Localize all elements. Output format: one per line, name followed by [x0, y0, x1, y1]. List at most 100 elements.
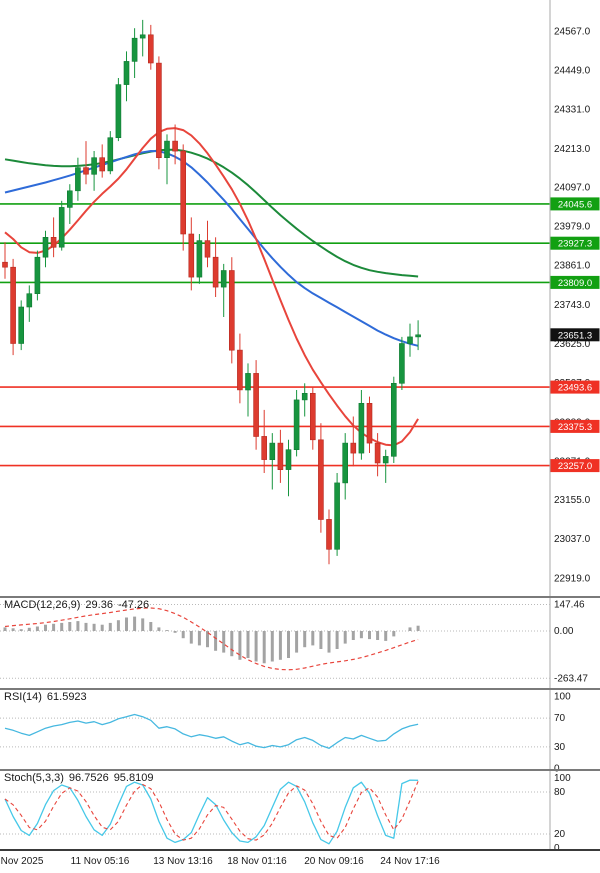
candle-body — [26, 293, 33, 308]
candle-body — [180, 150, 186, 235]
level-tag-support: 23257.0 — [558, 461, 592, 472]
rsi-line — [4, 713, 419, 749]
stoch-tick: 0 — [554, 843, 560, 854]
candle-body — [399, 343, 405, 384]
candle-body — [229, 270, 235, 351]
rsi-label: RSI(14) 61.5923 — [4, 691, 92, 703]
candle-body — [107, 137, 114, 172]
macd-signal-value: -47.26 — [117, 599, 150, 611]
candle-body — [75, 167, 81, 192]
candle-body — [42, 237, 49, 258]
macd-label: MACD(12,26,9) 29.36 -47.26 — [4, 599, 154, 611]
candle-body — [10, 266, 16, 344]
rsi-tick: 30 — [554, 742, 566, 753]
candle-body — [164, 140, 170, 159]
level-tag-support-box — [550, 419, 600, 433]
ma-slow-green-line — [4, 148, 419, 278]
price-tick: 24097.0 — [554, 182, 591, 193]
price-tick: 24331.0 — [554, 105, 591, 116]
macd-name: MACD(12,26,9) — [4, 599, 81, 611]
candle-body — [204, 240, 211, 258]
candle-body — [172, 140, 178, 152]
candle-body — [212, 256, 219, 288]
candle-body — [358, 402, 365, 454]
level-tag-support-box — [550, 380, 600, 394]
time-tick: 20 Nov 09:16 — [304, 856, 364, 867]
candle-body — [115, 84, 122, 138]
time-tick: Nov 2025 — [1, 856, 44, 867]
stoch-d-value: 95.8109 — [113, 772, 154, 784]
level-tag-resistance: 24045.6 — [558, 199, 592, 210]
candle-body — [58, 207, 65, 248]
level-tag-support: 23493.6 — [558, 383, 592, 394]
stoch-d-line — [4, 781, 419, 841]
stoch-tick: 80 — [554, 787, 566, 798]
candle-body — [301, 392, 308, 401]
current-price-tag-box — [550, 328, 600, 342]
candle-body — [318, 439, 324, 520]
candle-body — [293, 399, 300, 450]
level-tag-resistance-box — [550, 197, 600, 211]
candle-body — [220, 270, 227, 288]
price-tick: 23743.0 — [554, 300, 591, 311]
candle-body — [67, 190, 73, 208]
price-tick: 23625.0 — [554, 339, 591, 350]
candle-body — [342, 442, 349, 484]
price-tick: 24567.0 — [554, 26, 591, 37]
candle-body — [139, 34, 146, 39]
price-tick: 23861.0 — [554, 261, 591, 272]
candle-body — [196, 240, 203, 278]
candle-body — [269, 442, 276, 461]
candle-body — [188, 233, 195, 278]
price-tick: 23037.0 — [554, 534, 591, 545]
time-tick: 13 Nov 13:16 — [153, 856, 213, 867]
panel-separator — [0, 849, 600, 851]
price-tick: 24213.0 — [554, 144, 591, 155]
candle-body — [123, 61, 130, 85]
candle-body — [50, 237, 57, 248]
candle-body — [99, 157, 105, 172]
time-tick: 11 Nov 05:16 — [71, 856, 130, 867]
level-tag-resistance: 23809.0 — [558, 278, 592, 289]
candle-body — [83, 167, 89, 175]
rsi-tick: 100 — [554, 692, 571, 703]
price-tick: 22919.0 — [554, 573, 591, 584]
candle-body — [407, 336, 413, 344]
rsi-value: 61.5923 — [46, 691, 87, 703]
level-tag-support: 23375.3 — [558, 422, 592, 433]
stoch-k-line — [4, 779, 419, 845]
candle-body — [34, 256, 41, 295]
candle-body — [326, 519, 332, 550]
candle-body — [91, 157, 97, 175]
candle-body — [374, 442, 381, 464]
stoch-name: Stoch(5,3,3) — [4, 772, 64, 784]
macd-tick: -263.47 — [554, 673, 588, 684]
time-tick: 24 Nov 17:16 — [380, 856, 440, 867]
candle-body — [148, 34, 154, 64]
ma-fast-red-line — [4, 127, 419, 447]
rsi-tick: 70 — [554, 713, 566, 724]
rsi-name: RSI(14) — [4, 691, 42, 703]
candle-body — [245, 373, 251, 391]
panel-separator — [0, 769, 600, 771]
candle-body — [382, 456, 389, 464]
macd-tick: 147.46 — [554, 600, 585, 611]
candle-body — [350, 442, 357, 454]
candle-body — [237, 349, 243, 391]
candle-body — [334, 482, 340, 550]
price-tick: 23979.0 — [554, 222, 591, 233]
candle-body — [390, 382, 397, 457]
stoch-tick: 20 — [554, 829, 566, 840]
macd-main-value: 29.36 — [85, 599, 113, 611]
candle-body — [415, 334, 421, 338]
candle-body — [131, 37, 138, 62]
candle-body — [253, 373, 259, 437]
ma-mid-blue-line — [4, 150, 419, 347]
candle-body — [18, 306, 25, 344]
level-tag-support-box — [550, 459, 600, 473]
stoch-k-value: 96.7526 — [68, 772, 109, 784]
stoch-tick: 100 — [554, 773, 571, 784]
candle-body — [261, 436, 268, 460]
